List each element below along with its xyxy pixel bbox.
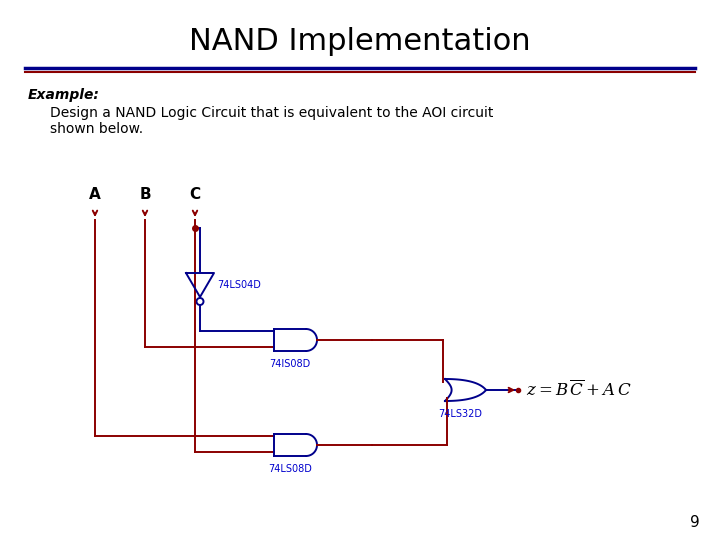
Text: Design a NAND Logic Circuit that is equivalent to the AOI circuit: Design a NAND Logic Circuit that is equi… (50, 106, 493, 120)
Text: B: B (139, 187, 150, 202)
Text: $z = B\,\overline{C} + A\,C$: $z = B\,\overline{C} + A\,C$ (526, 380, 632, 400)
Text: 74LS32D: 74LS32D (438, 409, 482, 419)
Text: Example:: Example: (28, 88, 100, 102)
Text: 74LS08D: 74LS08D (268, 464, 312, 474)
Text: 9: 9 (690, 515, 700, 530)
Text: 74IS08D: 74IS08D (269, 359, 310, 369)
Text: 74LS04D: 74LS04D (217, 280, 261, 290)
Text: A: A (89, 187, 101, 202)
Text: shown below.: shown below. (50, 122, 143, 136)
Text: NAND Implementation: NAND Implementation (189, 28, 531, 57)
Text: C: C (189, 187, 201, 202)
